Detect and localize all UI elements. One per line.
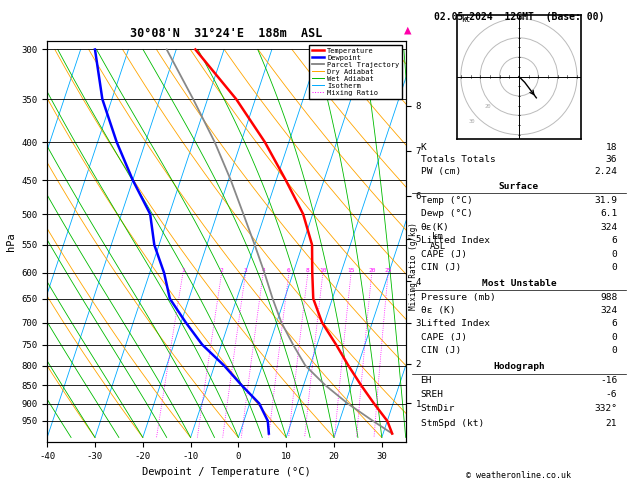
Text: 6.1: 6.1 bbox=[600, 209, 617, 218]
Y-axis label: km
ASL: km ASL bbox=[430, 232, 445, 251]
Text: 18: 18 bbox=[606, 142, 617, 152]
Text: Most Unstable: Most Unstable bbox=[482, 279, 556, 288]
Text: © weatheronline.co.uk: © weatheronline.co.uk bbox=[467, 471, 571, 480]
Text: 0: 0 bbox=[611, 346, 617, 355]
Text: Surface: Surface bbox=[499, 182, 539, 191]
Text: 02.05.2024  12GMT  (Base: 00): 02.05.2024 12GMT (Base: 00) bbox=[434, 12, 604, 22]
Text: StmDir: StmDir bbox=[421, 404, 455, 414]
Text: Lifted Index: Lifted Index bbox=[421, 319, 489, 329]
Text: CIN (J): CIN (J) bbox=[421, 346, 461, 355]
Text: Temp (°C): Temp (°C) bbox=[421, 196, 472, 205]
Text: StmSpd (kt): StmSpd (kt) bbox=[421, 418, 484, 428]
Text: 21: 21 bbox=[606, 418, 617, 428]
Text: θε (K): θε (K) bbox=[421, 306, 455, 315]
Text: 0: 0 bbox=[611, 263, 617, 272]
Text: 8: 8 bbox=[306, 268, 309, 273]
Y-axis label: hPa: hPa bbox=[6, 232, 16, 251]
Text: 30: 30 bbox=[469, 119, 475, 124]
Text: 20: 20 bbox=[368, 268, 376, 273]
Text: Dewp (°C): Dewp (°C) bbox=[421, 209, 472, 218]
Text: 2: 2 bbox=[220, 268, 223, 273]
Text: 0: 0 bbox=[611, 332, 617, 342]
Text: CAPE (J): CAPE (J) bbox=[421, 250, 467, 259]
Text: ▲: ▲ bbox=[404, 23, 411, 36]
Text: 6: 6 bbox=[287, 268, 291, 273]
Text: CAPE (J): CAPE (J) bbox=[421, 332, 467, 342]
Text: -6: -6 bbox=[606, 390, 617, 399]
Text: 1: 1 bbox=[181, 268, 185, 273]
Text: Pressure (mb): Pressure (mb) bbox=[421, 293, 495, 302]
Text: CIN (J): CIN (J) bbox=[421, 263, 461, 272]
Text: 6: 6 bbox=[611, 319, 617, 329]
Text: SREH: SREH bbox=[421, 390, 443, 399]
Text: 25: 25 bbox=[384, 268, 392, 273]
Text: Lifted Index: Lifted Index bbox=[421, 236, 489, 245]
Title: 30°08'N  31°24'E  188m  ASL: 30°08'N 31°24'E 188m ASL bbox=[130, 27, 323, 40]
Text: 10: 10 bbox=[319, 268, 326, 273]
Text: 15: 15 bbox=[347, 268, 355, 273]
Text: EH: EH bbox=[421, 376, 432, 385]
Text: 988: 988 bbox=[600, 293, 617, 302]
Text: kt: kt bbox=[461, 16, 470, 24]
Text: 6: 6 bbox=[611, 236, 617, 245]
X-axis label: Dewpoint / Temperature (°C): Dewpoint / Temperature (°C) bbox=[142, 467, 311, 477]
Text: Mixing Ratio (g/kg): Mixing Ratio (g/kg) bbox=[409, 222, 418, 310]
Text: Hodograph: Hodograph bbox=[493, 362, 545, 371]
Text: -16: -16 bbox=[600, 376, 617, 385]
Text: 4: 4 bbox=[261, 268, 265, 273]
Legend: Temperature, Dewpoint, Parcel Trajectory, Dry Adiabat, Wet Adiabat, Isotherm, Mi: Temperature, Dewpoint, Parcel Trajectory… bbox=[309, 45, 402, 99]
Text: θε(K): θε(K) bbox=[421, 223, 449, 232]
Text: Totals Totals: Totals Totals bbox=[421, 155, 495, 164]
Text: 332°: 332° bbox=[594, 404, 617, 414]
Text: 3: 3 bbox=[243, 268, 247, 273]
Text: 324: 324 bbox=[600, 223, 617, 232]
Text: 2.24: 2.24 bbox=[594, 167, 617, 176]
Text: 36: 36 bbox=[606, 155, 617, 164]
Text: PW (cm): PW (cm) bbox=[421, 167, 461, 176]
Text: K: K bbox=[421, 142, 426, 152]
Text: 31.9: 31.9 bbox=[594, 196, 617, 205]
Text: 20: 20 bbox=[484, 104, 491, 108]
Text: 0: 0 bbox=[611, 250, 617, 259]
Text: 324: 324 bbox=[600, 306, 617, 315]
